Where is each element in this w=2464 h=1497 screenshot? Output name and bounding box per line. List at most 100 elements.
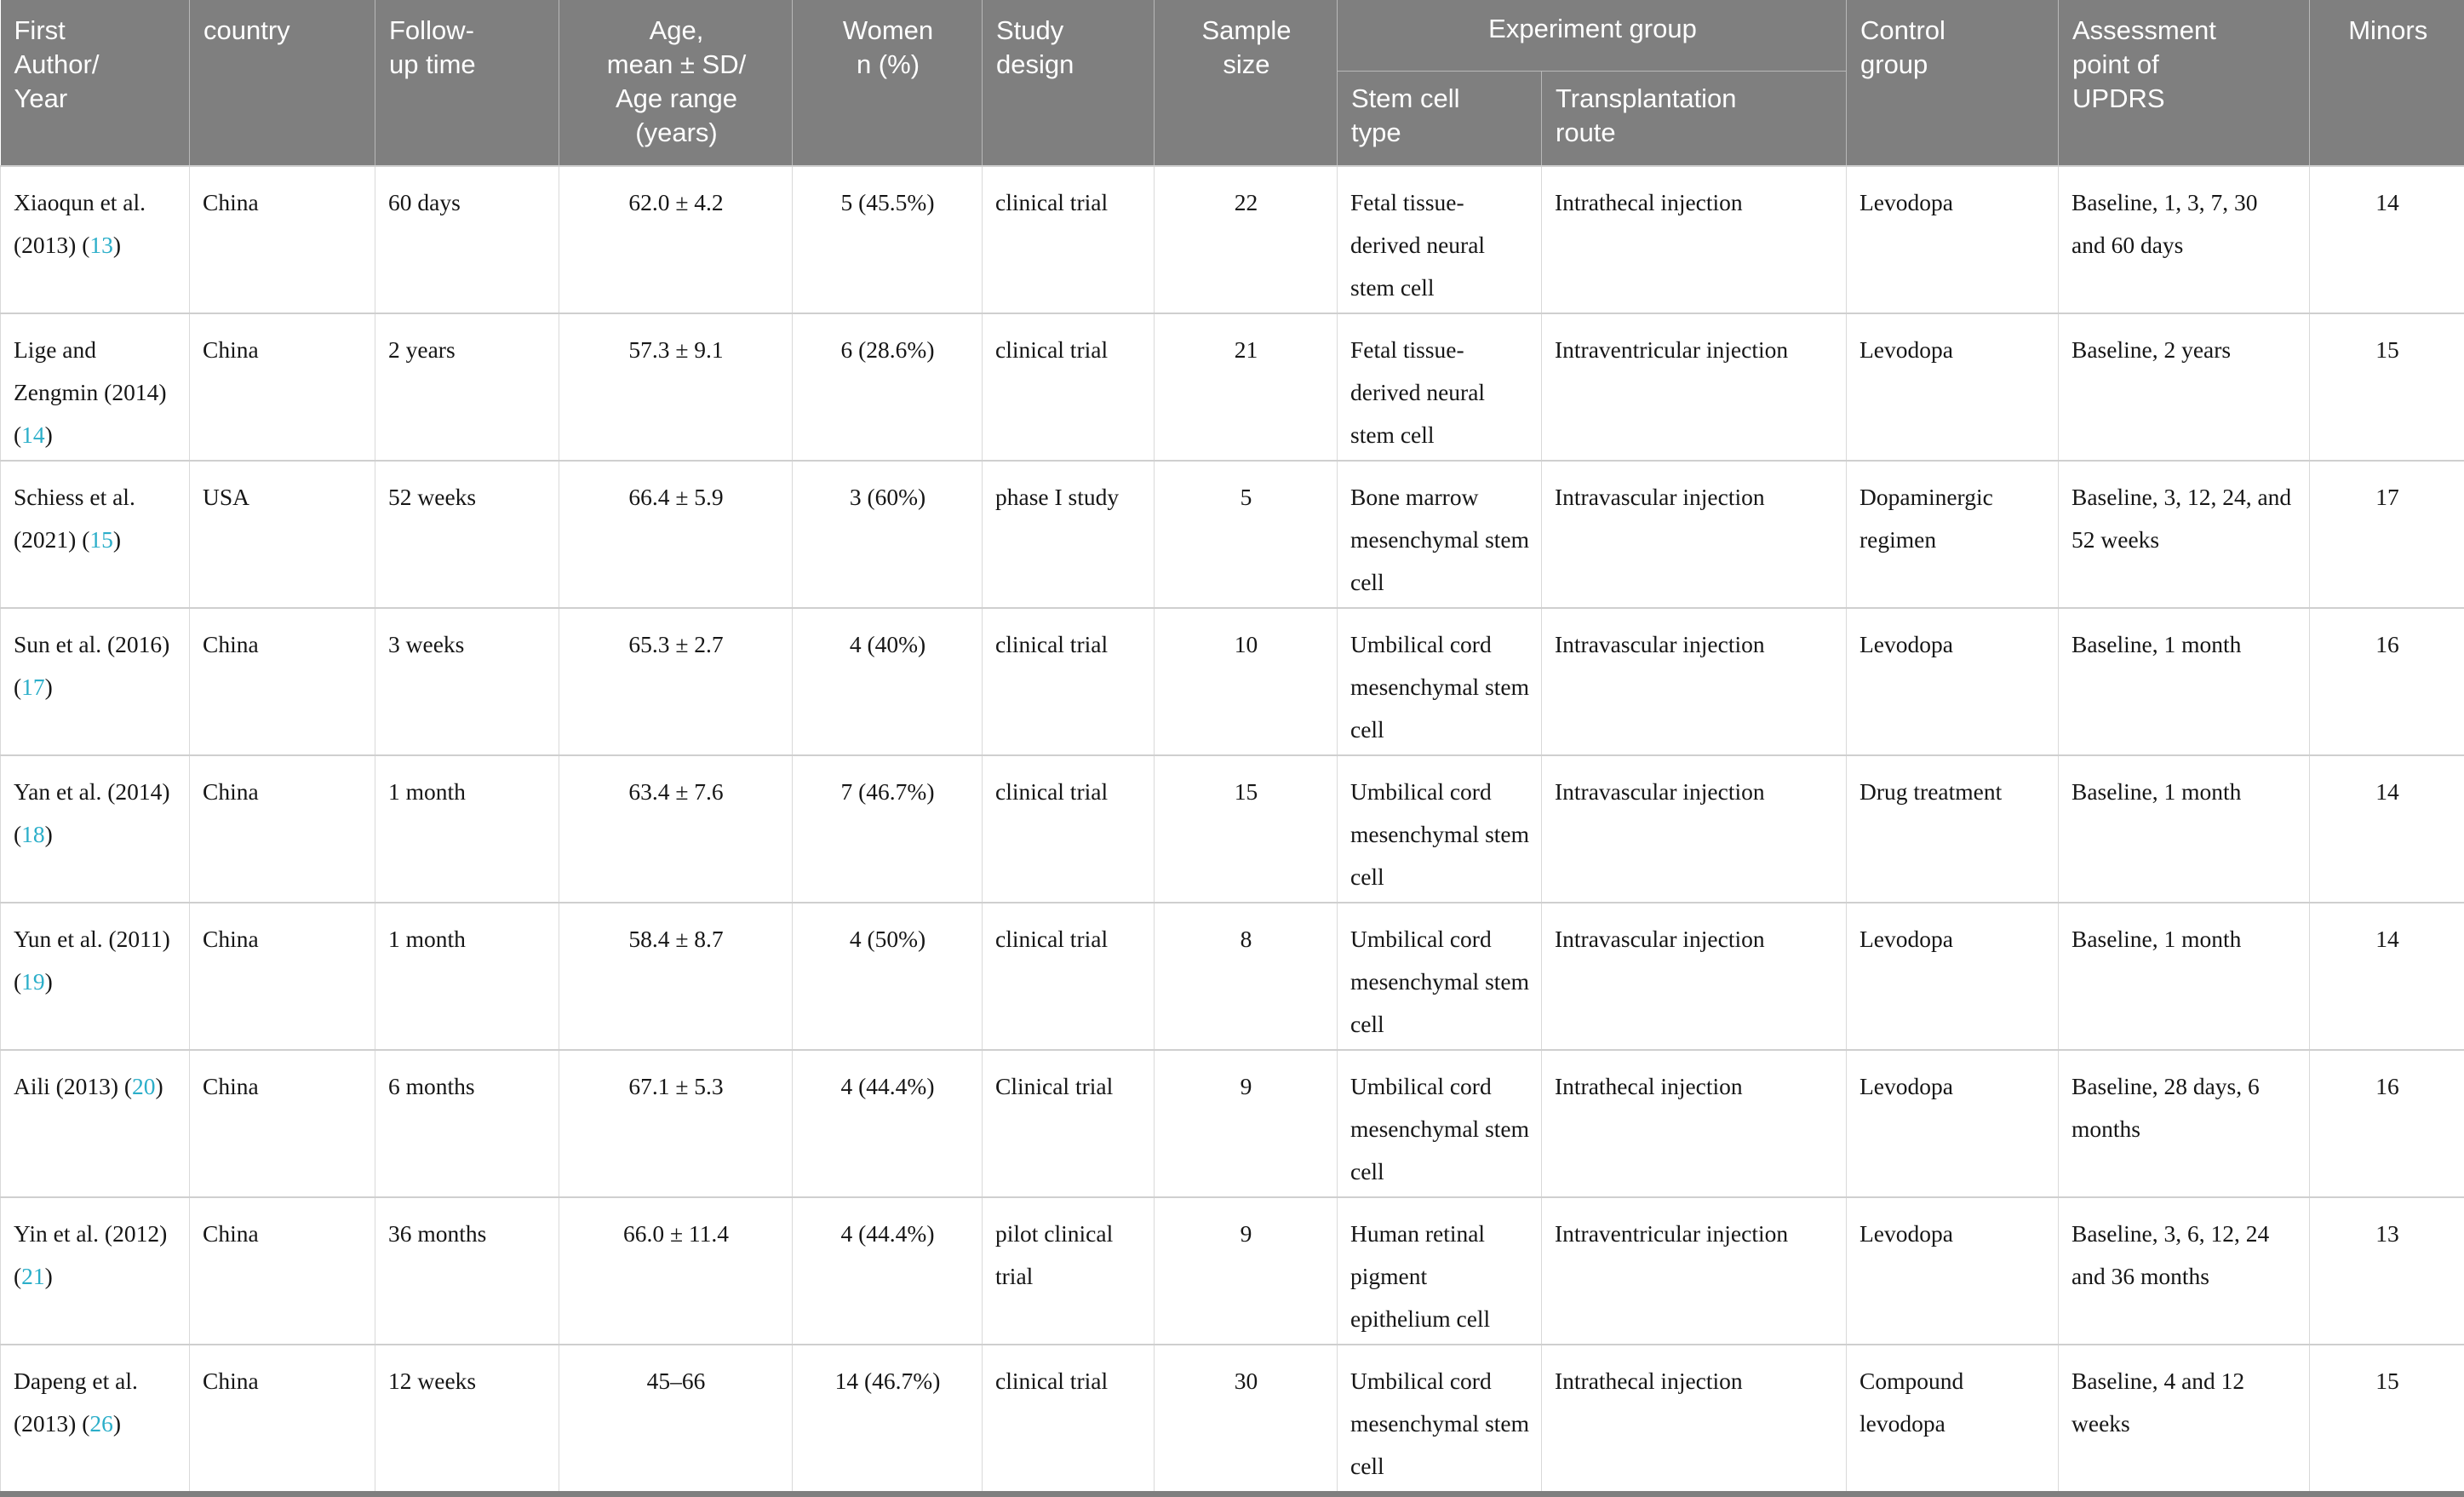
col-header-experiment-group: Experiment group: [1338, 0, 1847, 71]
col-header-label: Women n (%): [843, 14, 933, 82]
citation: (14): [14, 422, 53, 448]
col-header-label: Assessment point of UPDRS: [2072, 14, 2216, 116]
col-header-age: Age, mean ± SD/ Age range (years): [559, 0, 793, 166]
citation-ref-link[interactable]: 14: [21, 422, 45, 448]
col-header-control-group: Control group: [1847, 0, 2059, 166]
cell-country: USA: [190, 461, 375, 608]
citation-ref-link[interactable]: 17: [21, 674, 45, 700]
cell-followup: 60 days: [375, 166, 559, 313]
citation-paren: (: [124, 1073, 132, 1099]
cell-control: Levodopa: [1847, 166, 2059, 313]
cell-value: 63.4 ± 7.6: [628, 778, 723, 805]
cell-country: China: [190, 903, 375, 1050]
cell-value: Baseline, 1 month: [2071, 926, 2241, 952]
cell-design: clinical trial: [983, 1345, 1155, 1491]
cell-author: Sun et al. (2016) (17): [1, 608, 190, 755]
author-year-text: Yun et al. (2011): [14, 926, 170, 952]
cell-value: Levodopa: [1859, 1220, 1953, 1247]
citation: (20): [124, 1073, 163, 1099]
col-header-label: Control group: [1860, 14, 1945, 82]
citation-ref-link[interactable]: 13: [89, 232, 113, 258]
cell-value: clinical trial: [995, 926, 1108, 952]
citation-ref-link[interactable]: 26: [89, 1410, 113, 1437]
citation-ref-link[interactable]: 19: [21, 968, 45, 995]
cell-value: 14: [2375, 778, 2399, 805]
cell-route: Intravascular injection: [1542, 755, 1847, 903]
cell-age: 67.1 ± 5.3: [559, 1050, 793, 1197]
cell-sample: 8: [1155, 903, 1338, 1050]
cell-value: Umbilical cord mesenchymal stem cell: [1350, 1368, 1529, 1479]
citation: (13): [82, 232, 121, 258]
cell-followup: 12 weeks: [375, 1345, 559, 1491]
citation-ref-link[interactable]: 15: [89, 526, 113, 553]
cell-cell-type: Fetal tissue-derived neural stem cell: [1338, 313, 1542, 461]
cell-value: 5 (45.5%): [841, 189, 935, 215]
cell-value: Umbilical cord mesenchymal stem cell: [1350, 778, 1529, 890]
author-year-text: Yin et al. (2012): [14, 1220, 167, 1247]
cell-country: China: [190, 166, 375, 313]
cell-women: 6 (28.6%): [793, 313, 983, 461]
citation-paren: (: [14, 821, 21, 847]
citation-paren: ): [113, 232, 121, 258]
cell-value: China: [203, 631, 259, 657]
cell-route: Intraventricular injection: [1542, 313, 1847, 461]
cell-value: Baseline, 1, 3, 7, 30 and 60 days: [2071, 189, 2257, 258]
cell-value: 58.4 ± 8.7: [628, 926, 723, 952]
cell-minors: 14: [2310, 755, 2464, 903]
cell-control: Levodopa: [1847, 903, 2059, 1050]
cell-value: Baseline, 1 month: [2071, 631, 2241, 657]
cell-value: 4 (40%): [850, 631, 925, 657]
cell-value: clinical trial: [995, 336, 1108, 363]
cell-sample: 22: [1155, 166, 1338, 313]
cell-value: clinical trial: [995, 778, 1108, 805]
cell-route: Intrathecal injection: [1542, 1345, 1847, 1491]
cell-minors: 15: [2310, 1345, 2464, 1491]
cell-women: 4 (44.4%): [793, 1050, 983, 1197]
cell-value: China: [203, 189, 259, 215]
cell-followup: 3 weeks: [375, 608, 559, 755]
cell-value: 17: [2375, 484, 2399, 510]
cell-followup: 6 months: [375, 1050, 559, 1197]
col-header-label: Stem cell type: [1351, 82, 1459, 150]
cell-cell-type: Umbilical cord mesenchymal stem cell: [1338, 1345, 1542, 1491]
cell-value: Intraventricular injection: [1555, 1220, 1788, 1247]
cell-assessment: Baseline, 3, 12, 24, and 52 weeks: [2059, 461, 2310, 608]
cell-assessment: Baseline, 4 and 12 weeks: [2059, 1345, 2310, 1491]
cell-women: 4 (40%): [793, 608, 983, 755]
col-header-label: Study design: [996, 14, 1074, 82]
citation-paren: (: [82, 232, 89, 258]
cell-value: 4 (44.4%): [841, 1220, 935, 1247]
citation: (19): [14, 968, 53, 995]
cell-minors: 16: [2310, 1050, 2464, 1197]
cell-value: 57.3 ± 9.1: [628, 336, 723, 363]
cell-value: Intraventricular injection: [1555, 336, 1788, 363]
cell-value: 4 (44.4%): [841, 1073, 935, 1099]
cell-design: clinical trial: [983, 313, 1155, 461]
cell-value: Human retinal pigment epithelium cell: [1350, 1220, 1490, 1332]
citation-ref-link[interactable]: 20: [132, 1073, 156, 1099]
cell-value: 14: [2375, 926, 2399, 952]
cell-value: 1 month: [388, 778, 466, 805]
cell-sample: 10: [1155, 608, 1338, 755]
cell-sample: 9: [1155, 1050, 1338, 1197]
cell-minors: 13: [2310, 1197, 2464, 1345]
cell-value: Intravascular injection: [1555, 484, 1765, 510]
cell-value: 8: [1241, 926, 1252, 952]
header-row-top: First Author/ Year country Follow- up ti…: [1, 0, 2464, 71]
cell-women: 3 (60%): [793, 461, 983, 608]
cell-assessment: Baseline, 1 month: [2059, 755, 2310, 903]
cell-route: Intrathecal injection: [1542, 166, 1847, 313]
citation-ref-link[interactable]: 18: [21, 821, 45, 847]
cell-country: China: [190, 1197, 375, 1345]
citation-paren: (: [14, 968, 21, 995]
cell-value: Baseline, 1 month: [2071, 778, 2241, 805]
citation-ref-link[interactable]: 21: [21, 1263, 45, 1289]
cell-value: 67.1 ± 5.3: [628, 1073, 723, 1099]
cell-cell-type: Umbilical cord mesenchymal stem cell: [1338, 903, 1542, 1050]
cell-value: 10: [1235, 631, 1258, 657]
